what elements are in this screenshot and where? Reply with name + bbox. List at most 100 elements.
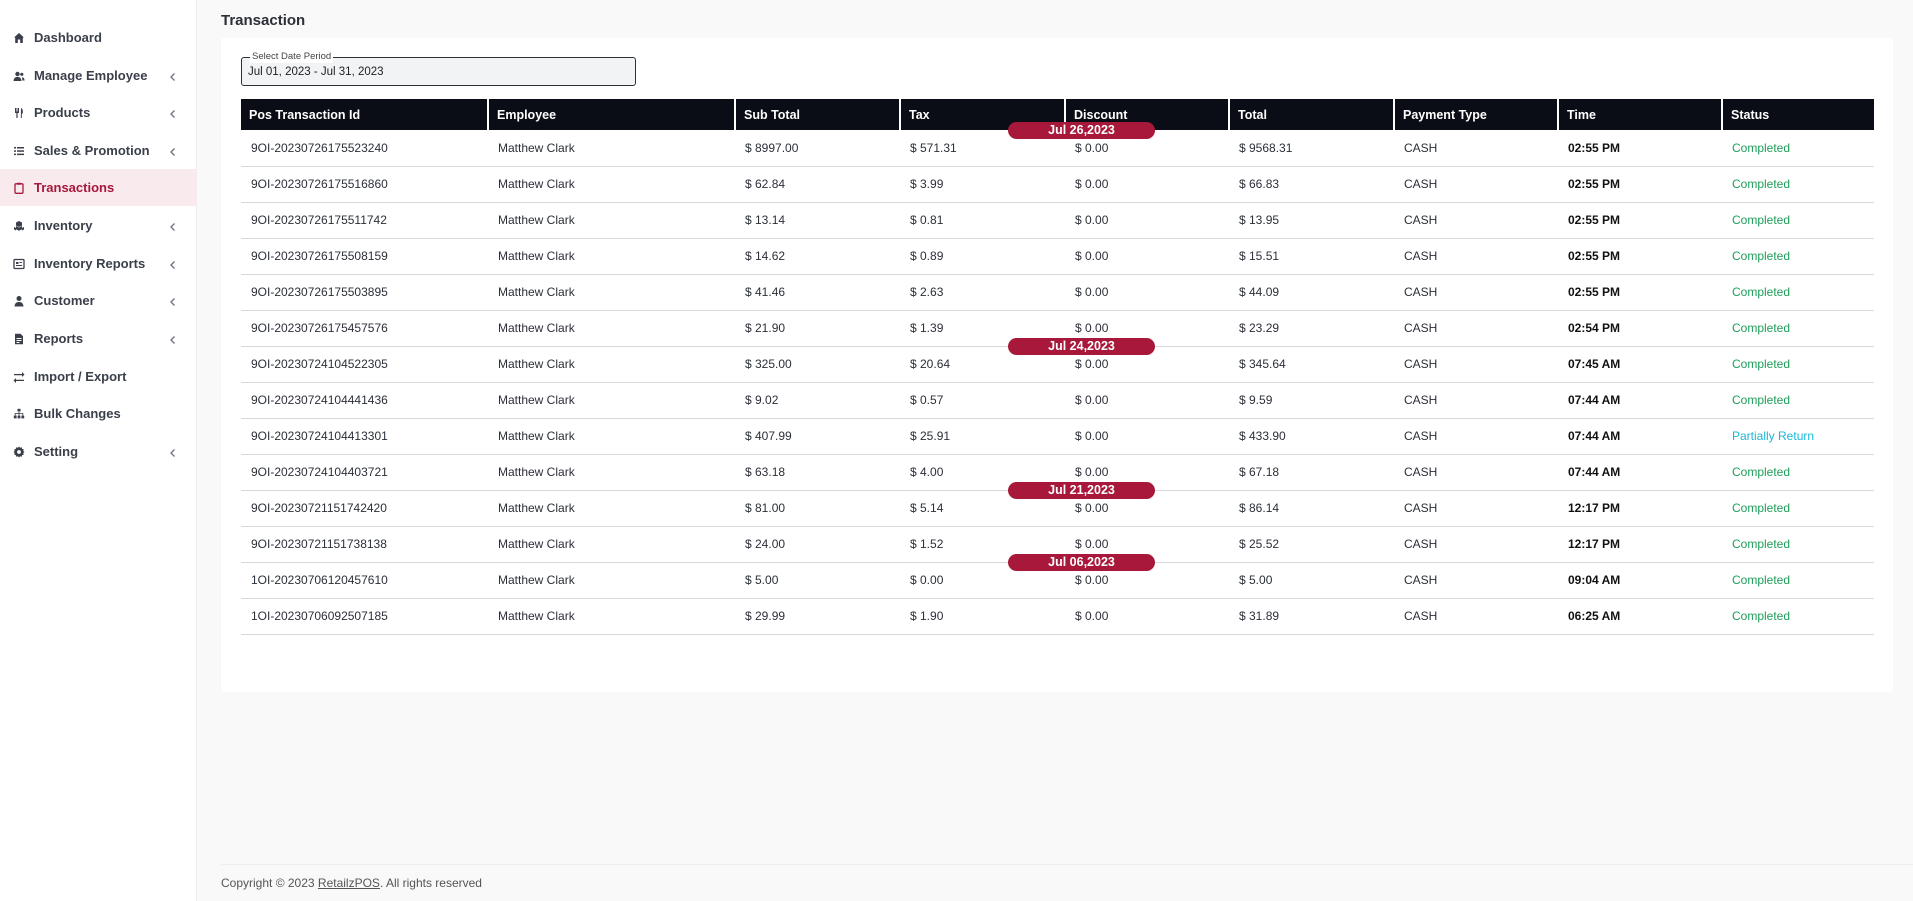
page-title: Transaction: [221, 12, 306, 29]
column-header[interactable]: Sub Total: [735, 99, 901, 130]
status-cell: Completed: [1722, 202, 1874, 239]
sidebar-item-customer[interactable]: Customer: [0, 282, 197, 319]
status-cell: Completed: [1722, 382, 1874, 419]
sidebar-item-reports[interactable]: Reports: [0, 320, 197, 357]
table-row[interactable]: 9OI-20230724104413301 Matthew Clark $ 407.…: [241, 418, 1874, 455]
payment-type-cell: CASH: [1394, 310, 1558, 347]
sidebar-item-transactions[interactable]: Transactions: [0, 169, 197, 206]
transactions-table: Pos Transaction Id Employee Sub Total Tax Di…: [241, 99, 1874, 635]
date-period-value[interactable]: Jul 01, 2023 - Jul 31, 2023: [248, 66, 384, 78]
discount-cell: $ 0.00: [1065, 598, 1229, 635]
transactions-card: Select Date Period Jul 01, 2023 - Jul 31…: [221, 38, 1893, 692]
table-row[interactable]: 9OI-20230726175457576 Matthew Clark $ 21.9…: [241, 310, 1874, 347]
table-row[interactable]: 9OI-20230726175511742 Matthew Clark $ 13.1…: [241, 202, 1874, 239]
transaction-id-cell[interactable]: 9OI-20230724104522305: [241, 346, 488, 383]
sidebar-item-dashboard[interactable]: Dashboard: [0, 19, 197, 56]
sidebar: Dashboard Manage Employee Products Sales & …: [0, 0, 197, 901]
total-cell: $ 23.29: [1229, 310, 1394, 347]
cubes-icon: [13, 220, 25, 232]
table-row[interactable]: 9OI-20230726175523240 Matthew Clark $ 8997…: [241, 130, 1874, 167]
chevron-left-icon[interactable]: [168, 332, 180, 344]
sidebar-item-label: Import / Export: [34, 369, 127, 384]
time-cell: 02:55 PM: [1558, 274, 1722, 311]
table-row[interactable]: 9OI-20230721151738138 Matthew Clark $ 24.0…: [241, 526, 1874, 563]
sidebar-item-setting[interactable]: Setting: [0, 433, 197, 470]
tax-cell: $ 25.91: [900, 418, 1065, 455]
time-cell: 07:45 AM: [1558, 346, 1722, 383]
chevron-left-icon[interactable]: [168, 106, 180, 118]
table-row[interactable]: 9OI-20230726175508159 Matthew Clark $ 14.6…: [241, 238, 1874, 275]
column-header[interactable]: Status: [1722, 99, 1874, 130]
sidebar-item-label: Reports: [34, 331, 84, 346]
chevron-left-icon[interactable]: [168, 219, 180, 231]
table-row[interactable]: 9OI-20230724104403721 Matthew Clark $ 63.1…: [241, 454, 1874, 491]
column-header[interactable]: Pos Transaction Id: [241, 99, 489, 130]
transaction-id-cell[interactable]: 9OI-20230724104441436: [241, 382, 488, 419]
date-group-badge: Jul 24,2023: [1008, 338, 1155, 355]
total-cell: $ 86.14: [1229, 490, 1394, 527]
table-row[interactable]: 9OI-20230724104522305 Matthew Clark $ 325.…: [241, 346, 1874, 383]
tax-cell: $ 1.90: [900, 598, 1065, 635]
time-cell: 02:55 PM: [1558, 130, 1722, 167]
chevron-left-icon[interactable]: [168, 144, 180, 156]
column-header[interactable]: Total: [1229, 99, 1395, 130]
transaction-id-cell[interactable]: 9OI-20230721151738138: [241, 526, 488, 563]
transaction-id-cell[interactable]: 9OI-20230726175516860: [241, 166, 488, 203]
subtotal-cell: $ 63.18: [735, 454, 900, 491]
payment-type-cell: CASH: [1394, 382, 1558, 419]
table-row[interactable]: 9OI-20230726175516860 Matthew Clark $ 62.8…: [241, 166, 1874, 203]
sidebar-item-bulk-changes[interactable]: Bulk Changes: [0, 395, 197, 432]
transaction-id-cell[interactable]: 9OI-20230726175503895: [241, 274, 488, 311]
transaction-id-cell[interactable]: 9OI-20230721151742420: [241, 490, 488, 527]
total-cell: $ 433.90: [1229, 418, 1394, 455]
total-cell: $ 9568.31: [1229, 130, 1394, 167]
transaction-id-cell[interactable]: 1OI-20230706120457610: [241, 562, 488, 599]
total-cell: $ 345.64: [1229, 346, 1394, 383]
column-header[interactable]: Time: [1558, 99, 1723, 130]
payment-type-cell: CASH: [1394, 490, 1558, 527]
employee-cell: Matthew Clark: [488, 454, 735, 491]
discount-cell: $ 0.00: [1065, 418, 1229, 455]
sidebar-item-sales-promotion[interactable]: Sales & Promotion: [0, 132, 197, 169]
chevron-left-icon[interactable]: [168, 257, 180, 269]
transaction-id-cell[interactable]: 9OI-20230724104413301: [241, 418, 488, 455]
table-row[interactable]: 9OI-20230721151742420 Matthew Clark $ 81.0…: [241, 490, 1874, 527]
table-row[interactable]: 9OI-20230726175503895 Matthew Clark $ 41.4…: [241, 274, 1874, 311]
transaction-id-cell[interactable]: 9OI-20230726175511742: [241, 202, 488, 239]
sidebar-item-import-export[interactable]: Import / Export: [0, 358, 197, 395]
footer-brand-link[interactable]: RetailzPOS: [317, 876, 380, 890]
transaction-id-cell[interactable]: 9OI-20230726175457576: [241, 310, 488, 347]
employee-cell: Matthew Clark: [488, 562, 735, 599]
total-cell: $ 31.89: [1229, 598, 1394, 635]
chevron-left-icon[interactable]: [168, 445, 180, 457]
employee-cell: Matthew Clark: [488, 346, 735, 383]
subtotal-cell: $ 9.02: [735, 382, 900, 419]
table-row[interactable]: 1OI-20230706092507185 Matthew Clark $ 29.9…: [241, 598, 1874, 635]
column-header[interactable]: Payment Type: [1394, 99, 1559, 130]
table-row[interactable]: 9OI-20230724104441436 Matthew Clark $ 9.02…: [241, 382, 1874, 419]
total-cell: $ 13.95: [1229, 202, 1394, 239]
transaction-id-cell[interactable]: 9OI-20230724104403721: [241, 454, 488, 491]
subtotal-cell: $ 24.00: [735, 526, 900, 563]
subtotal-cell: $ 21.90: [735, 310, 900, 347]
column-header[interactable]: Tax: [900, 99, 1066, 130]
tax-cell: $ 0.57: [900, 382, 1065, 419]
payment-type-cell: CASH: [1394, 130, 1558, 167]
sidebar-item-label: Customer: [34, 293, 95, 308]
time-cell: 02:55 PM: [1558, 166, 1722, 203]
transaction-id-cell[interactable]: 9OI-20230726175508159: [241, 238, 488, 275]
date-period-field[interactable]: Select Date Period Jul 01, 2023 - Jul 31…: [241, 51, 636, 86]
column-header[interactable]: Employee: [488, 99, 736, 130]
sidebar-item-products[interactable]: Products: [0, 94, 197, 131]
sidebar-item-inventory[interactable]: Inventory: [0, 207, 197, 244]
sidebar-item-manage-employee[interactable]: Manage Employee: [0, 57, 197, 94]
employee-cell: Matthew Clark: [488, 238, 735, 275]
discount-cell: $ 0.00: [1065, 202, 1229, 239]
sidebar-item-inventory-reports[interactable]: Inventory Reports: [0, 245, 197, 282]
chevron-left-icon[interactable]: [168, 294, 180, 306]
file-icon: [13, 333, 25, 345]
transaction-id-cell[interactable]: 9OI-20230726175523240: [241, 130, 488, 167]
chevron-left-icon[interactable]: [168, 69, 180, 81]
status-cell: Completed: [1722, 526, 1874, 563]
transaction-id-cell[interactable]: 1OI-20230706092507185: [241, 598, 488, 635]
